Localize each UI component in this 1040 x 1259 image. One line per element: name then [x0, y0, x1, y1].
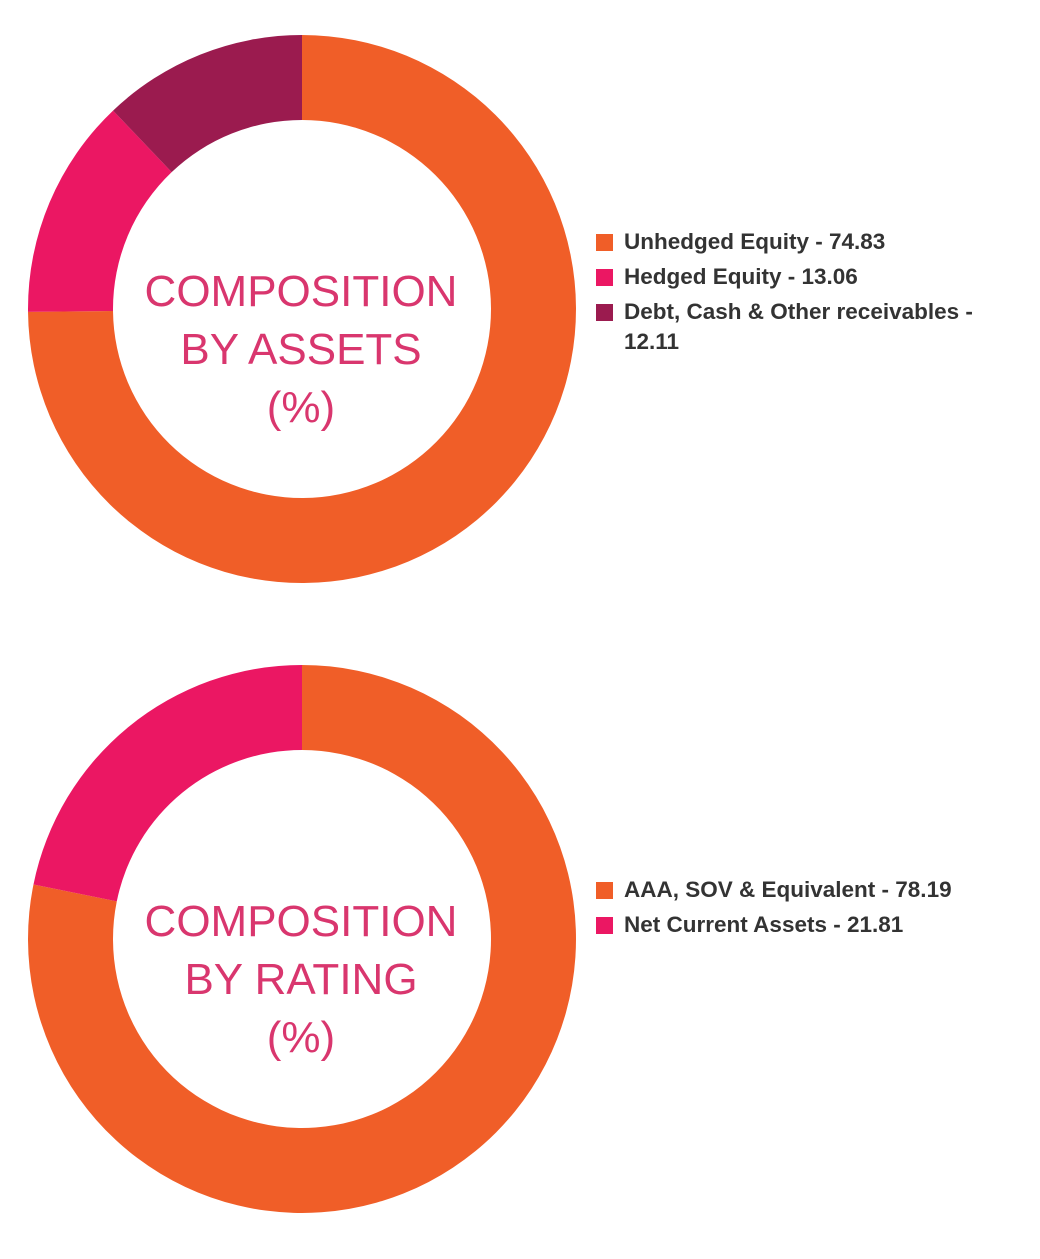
legend-swatch: [596, 304, 613, 321]
rating-donut: [28, 665, 577, 1213]
rating-composition-chart: COMPOSITION BY RATING (%) AAA, SOV & Equ…: [0, 630, 1040, 1259]
assets-center-title: COMPOSITION BY ASSETS (%): [113, 263, 489, 437]
legend-item: Unhedged Equity - 74.83: [596, 227, 1026, 257]
donut-slice: [33, 665, 303, 902]
center-title-line: COMPOSITION: [144, 267, 458, 316]
donut-slice: [28, 665, 577, 1213]
assets-donut: [27, 35, 577, 584]
legend-swatch: [596, 917, 613, 934]
legend-label: Hedged Equity - 13.06: [624, 264, 858, 289]
legend-label: Net Current Assets - 21.81: [624, 912, 904, 937]
center-title-line: COMPOSITION: [144, 897, 458, 946]
legend-item: Net Current Assets - 21.81: [596, 910, 1026, 940]
center-title-line: BY ASSETS: [180, 325, 422, 374]
rating-center-title: COMPOSITION BY RATING (%): [113, 893, 489, 1067]
center-title-line: (%): [266, 1013, 336, 1062]
legend-item: AAA, SOV & Equivalent - 78.19: [596, 875, 1026, 905]
center-title-line: BY RATING: [184, 955, 418, 1004]
legend-item: Debt, Cash & Other receivables - 12.11: [596, 297, 1026, 357]
legend-label: Debt, Cash & Other receivables - 12.11: [624, 299, 973, 354]
assets-legend: Unhedged Equity - 74.83 Hedged Equity - …: [596, 227, 1026, 362]
rating-legend: AAA, SOV & Equivalent - 78.19 Net Curren…: [596, 875, 1026, 945]
legend-swatch: [596, 234, 613, 251]
legend-label: AAA, SOV & Equivalent - 78.19: [624, 877, 952, 902]
donut-slice: [28, 35, 577, 584]
center-title-line: (%): [266, 383, 336, 432]
legend-swatch: [596, 882, 613, 899]
assets-composition-chart: COMPOSITION BY ASSETS (%) Unhedged Equit…: [0, 0, 1040, 620]
legend-item: Hedged Equity - 13.06: [596, 262, 1026, 292]
legend-label: Unhedged Equity - 74.83: [624, 229, 886, 254]
donut-slice: [27, 110, 172, 312]
donut-slice: [113, 35, 302, 173]
legend-swatch: [596, 269, 613, 286]
